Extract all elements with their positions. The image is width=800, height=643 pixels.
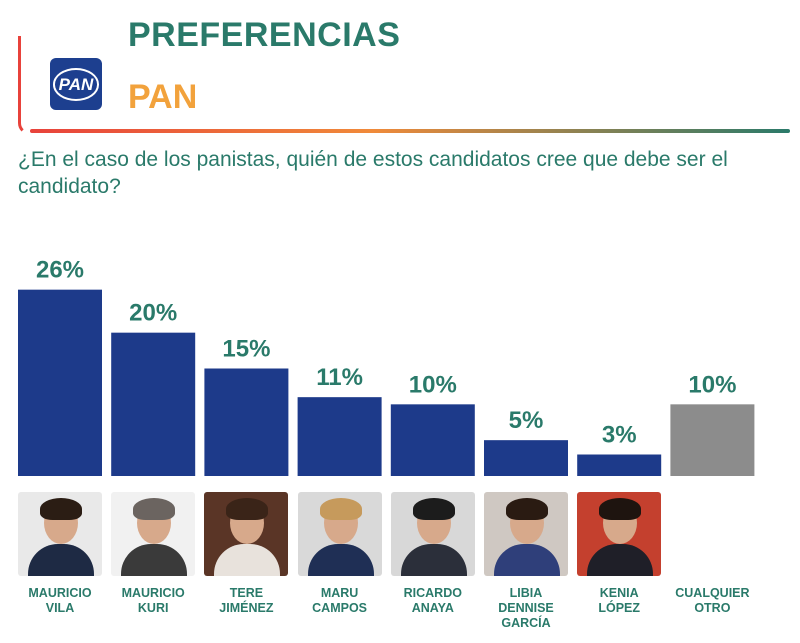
candidate-photo-5 xyxy=(484,492,568,576)
photo-body-shape xyxy=(494,544,560,576)
photo-body-shape xyxy=(587,544,654,576)
photo-hair-shape xyxy=(599,498,642,520)
photo-body-shape xyxy=(121,544,188,576)
photo-hair-shape xyxy=(40,498,82,520)
photo-body-shape xyxy=(307,544,374,576)
bar-value-label-2: 15% xyxy=(222,336,270,363)
bar-3 xyxy=(297,397,382,476)
bar-5 xyxy=(484,440,568,476)
pan-logo-icon: PAN xyxy=(50,58,102,110)
category-label-3: MARU CAMPOS xyxy=(312,586,368,615)
bar-6 xyxy=(577,454,662,476)
category-label-1: MAURICIO KURI xyxy=(121,586,185,615)
photo-body-shape xyxy=(214,544,281,576)
category-label-5: LIBIA DENNISE GARCÍA xyxy=(498,586,554,630)
category-label-7: CUALQUIER OTRO xyxy=(675,586,750,615)
photo-body-shape xyxy=(28,544,94,576)
bar-value-label-1: 20% xyxy=(129,300,177,327)
category-label-4: RICARDO ANAYA xyxy=(403,586,462,615)
candidate-photo-4 xyxy=(390,492,475,576)
bar-value-label-5: 5% xyxy=(509,407,544,434)
bar-value-label-3: 11% xyxy=(316,364,363,391)
page-title: PREFERENCIAS xyxy=(128,16,401,54)
bar-value-label-4: 10% xyxy=(409,371,457,398)
category-label-0: MAURICIO VILA xyxy=(28,586,92,615)
header-divider xyxy=(30,129,790,133)
candidate-photo-3 xyxy=(297,492,382,576)
photo-hair-shape xyxy=(319,498,362,520)
bar-1 xyxy=(111,332,196,476)
candidate-photo-0 xyxy=(18,492,102,576)
survey-question: ¿En el caso de los panistas, quién de es… xyxy=(18,148,728,198)
bar-chart: 26% 20% 15% 11% 10% 5% 3% 10% xyxy=(18,257,755,476)
bar-4 xyxy=(390,404,475,476)
photo-body-shape xyxy=(400,544,467,576)
photo-hair-shape xyxy=(133,498,176,520)
photo-hair-shape xyxy=(226,498,269,520)
bar-value-label-7: 10% xyxy=(688,371,736,398)
photo-hair-shape xyxy=(412,498,455,520)
header-frame xyxy=(18,36,793,135)
logo-text: PAN xyxy=(52,67,100,101)
page-subtitle: PAN xyxy=(128,78,198,116)
candidate-photo-1 xyxy=(111,492,196,576)
category-label-6: KENIA LÓPEZ xyxy=(598,586,641,615)
candidate-photo-6 xyxy=(577,492,662,576)
category-label-2: TERE JIMÉNEZ xyxy=(219,586,274,615)
bar-value-label-6: 3% xyxy=(602,422,637,449)
bar-2 xyxy=(204,368,289,476)
bar-0 xyxy=(18,289,102,476)
bar-value-label-0: 26% xyxy=(36,257,84,284)
photo-hair-shape xyxy=(506,498,548,520)
bar-7 xyxy=(670,404,755,476)
candidate-photo-2 xyxy=(204,492,289,576)
